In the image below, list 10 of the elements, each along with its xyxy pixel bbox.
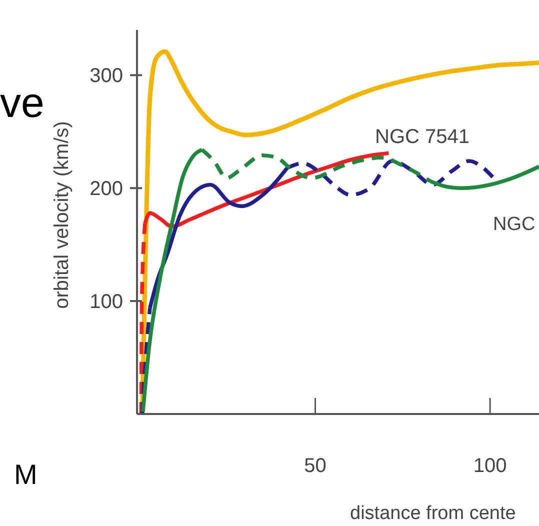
y-axis-title: orbital velocity (km/s)	[51, 121, 73, 309]
x-axis-title: distance from cente	[350, 503, 516, 524]
x-tick-label: 50	[304, 455, 326, 477]
annotation: NGC 7541	[375, 126, 470, 148]
text: ve	[0, 79, 44, 126]
annotation: NGC	[493, 214, 536, 235]
y-tick-label: 200	[90, 178, 123, 200]
y-tick-label: 100	[90, 291, 123, 314]
y-tick-label: 300	[90, 65, 123, 88]
text: M	[14, 459, 38, 490]
